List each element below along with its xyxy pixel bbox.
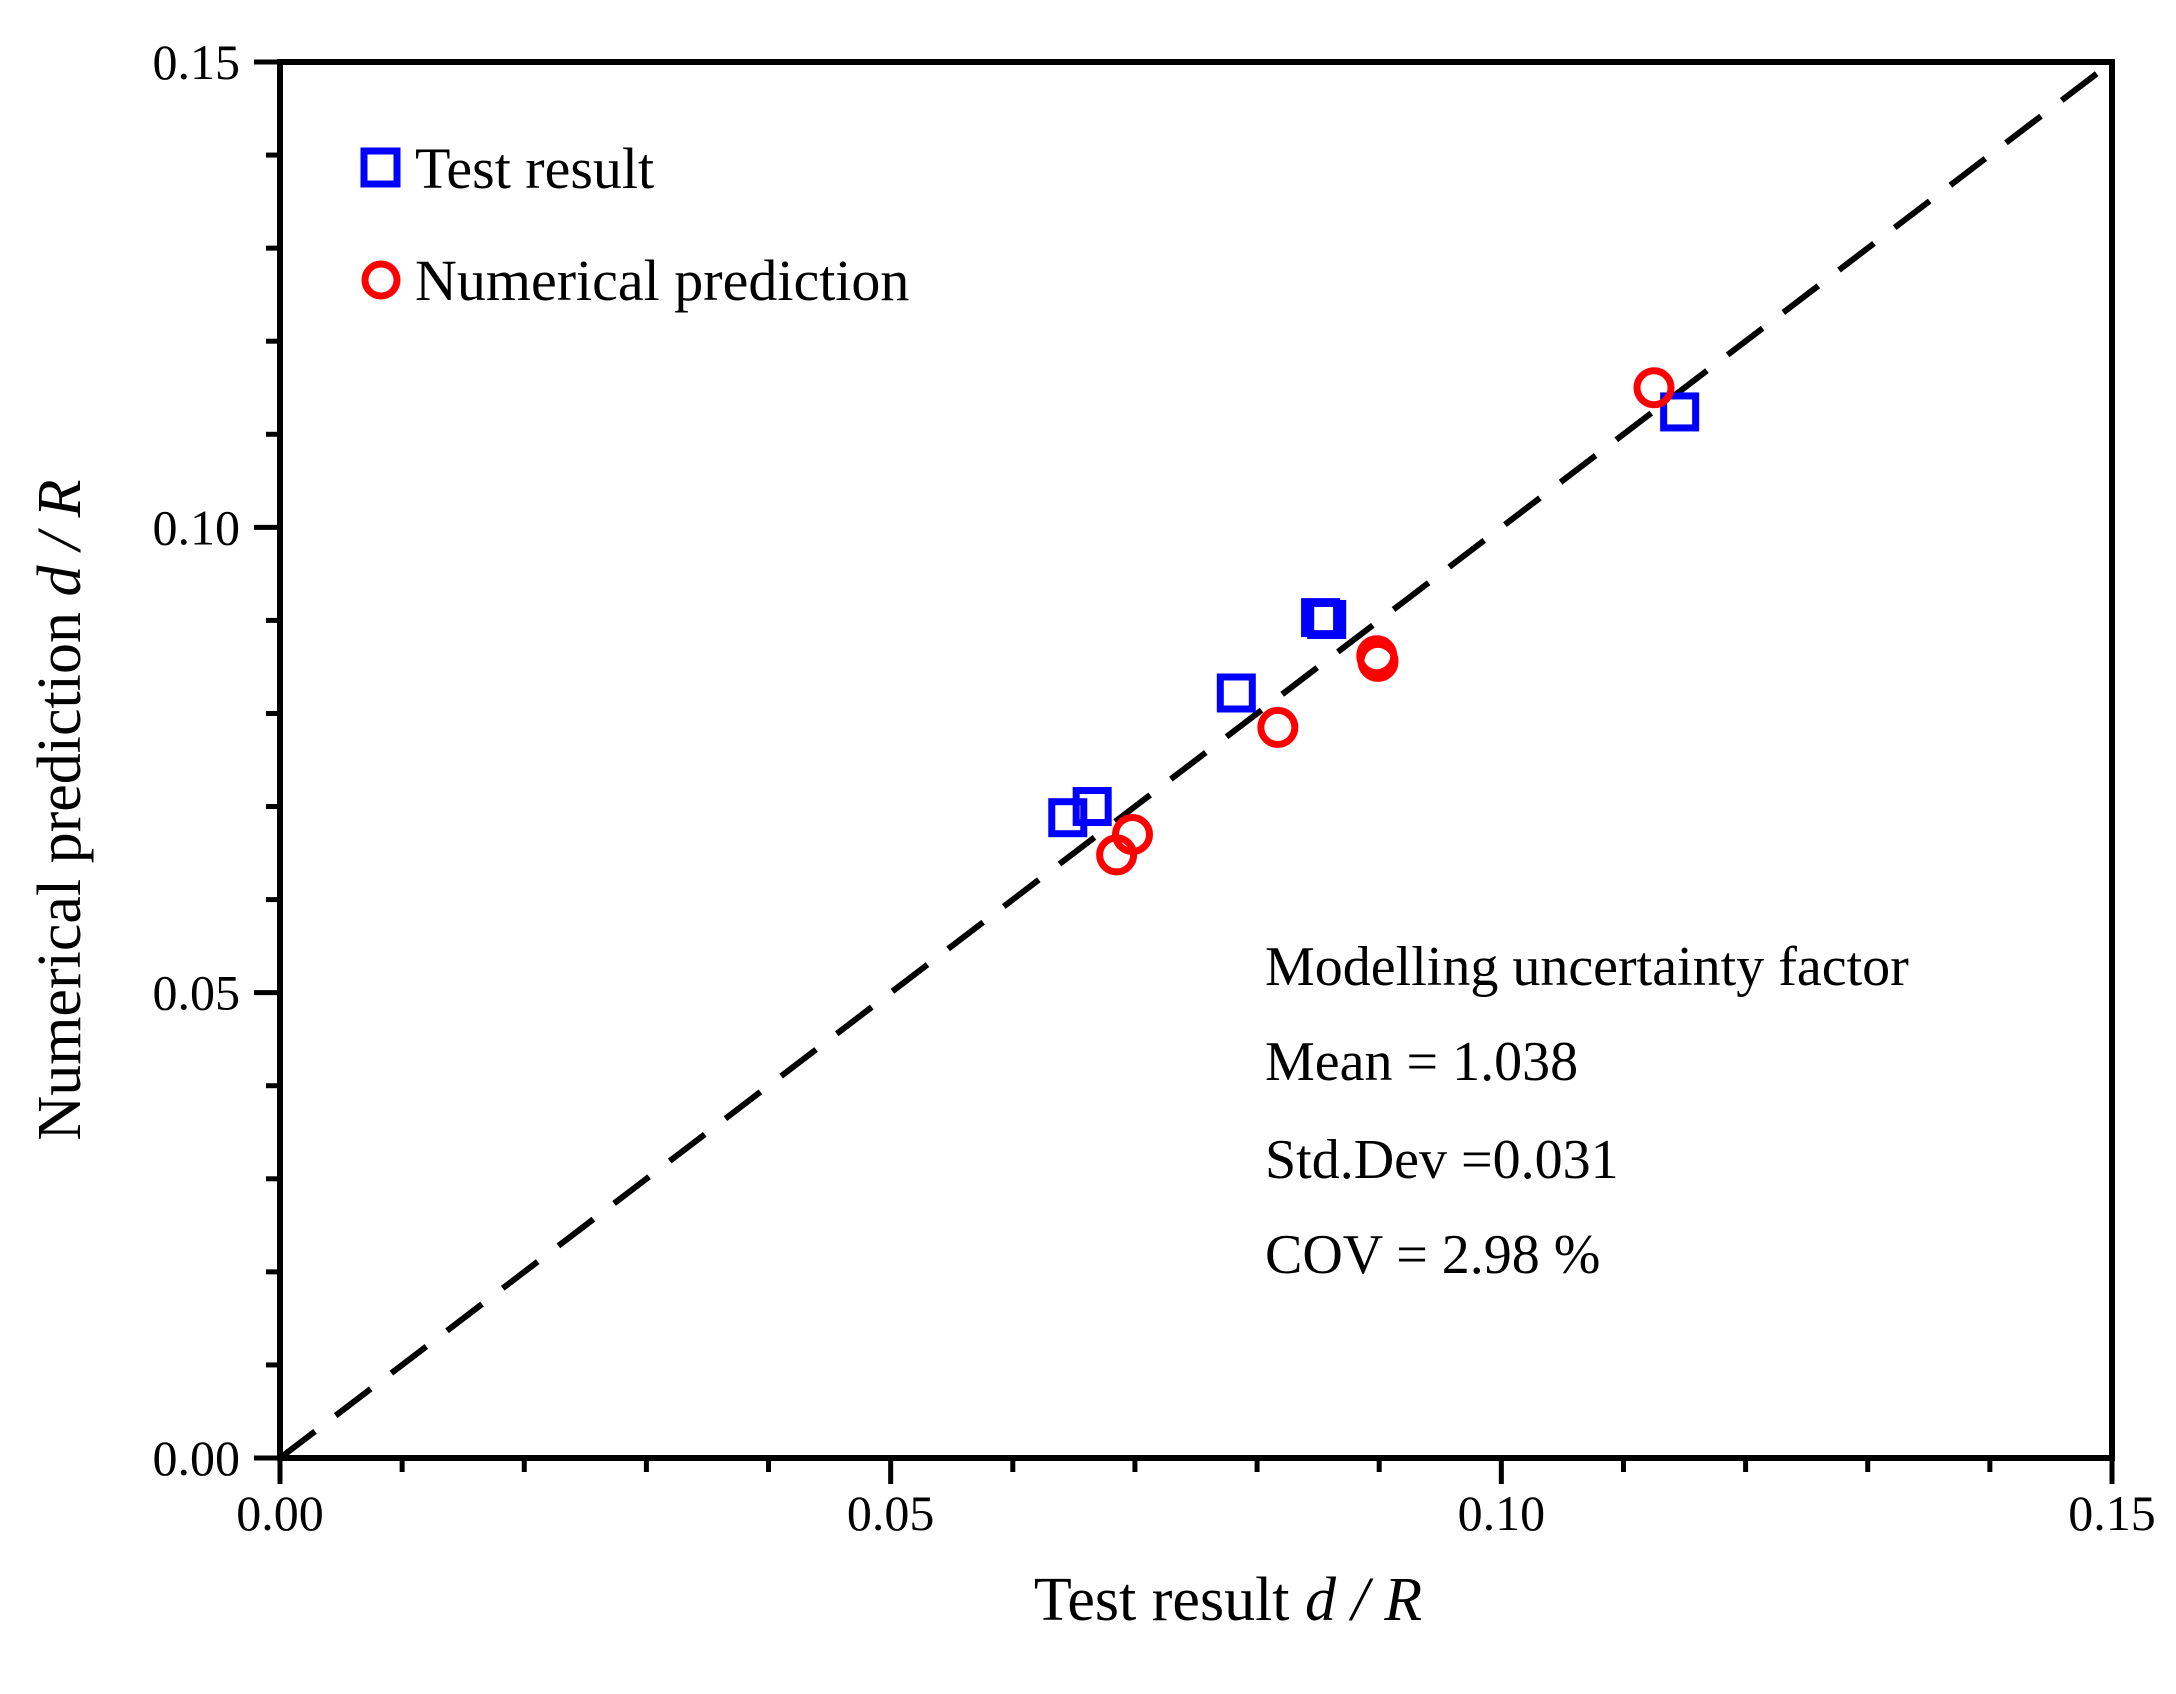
legend-label-test-result: Test result xyxy=(415,136,654,201)
y-axis-title-var: d / R xyxy=(26,479,94,596)
y-tick-label: 0.00 xyxy=(153,1430,241,1486)
numerical-prediction-point xyxy=(1257,706,1299,748)
axis-tick-labels: 0.00 0.05 0.10 0.15 0.00 0.05 0.10 0.15 xyxy=(153,34,2156,1541)
y-axis-title-text: Numerical prediction xyxy=(26,612,94,1141)
annotation-std-dev: Std.Dev =0.031 xyxy=(1265,1129,1619,1191)
reference-line-1to1 xyxy=(278,59,2114,1461)
annotation-cov: COV = 2.98 % xyxy=(1265,1224,1600,1286)
y-tick-label: 0.05 xyxy=(153,965,241,1021)
x-tick-label: 0.05 xyxy=(847,1485,935,1541)
legend-circle-marker xyxy=(361,260,401,300)
x-axis-title: Test result d / R xyxy=(1034,1566,1422,1634)
axis-ticks xyxy=(254,59,2115,1484)
y-tick-label: 0.10 xyxy=(153,499,241,555)
test-result-point xyxy=(1072,787,1112,827)
numerical-prediction-point xyxy=(1357,640,1399,682)
x-tick-label: 0.15 xyxy=(2068,1485,2156,1541)
statistics-annotation: Modelling uncertainty factor Mean = 1.03… xyxy=(1265,936,1909,1286)
y-axis-title: Numerical prediction d / R xyxy=(26,479,94,1140)
test-result-point xyxy=(1307,599,1347,639)
test-result-point xyxy=(1216,673,1256,713)
annotation-title: Modelling uncertainty factor xyxy=(1265,936,1909,998)
x-axis-title-var: d / R xyxy=(1305,1566,1422,1634)
plot-frame xyxy=(277,59,2115,1461)
legend-square-marker xyxy=(360,147,401,188)
legend-label-numerical-prediction: Numerical prediction xyxy=(415,248,909,313)
numerical-prediction-point xyxy=(1633,367,1675,409)
annotation-mean: Mean = 1.038 xyxy=(1265,1031,1578,1093)
x-axis-title-text: Test result xyxy=(1034,1566,1290,1634)
data-markers xyxy=(1048,367,1700,876)
numerical-prediction-point xyxy=(1111,813,1153,855)
legend: Test result Numerical prediction xyxy=(360,136,909,313)
y-tick-label: 0.15 xyxy=(153,34,241,90)
x-tick-label: 0.00 xyxy=(236,1485,324,1541)
test-result-point xyxy=(1048,798,1088,838)
x-tick-label: 0.10 xyxy=(1458,1485,1546,1541)
test-result-point xyxy=(1660,392,1700,432)
